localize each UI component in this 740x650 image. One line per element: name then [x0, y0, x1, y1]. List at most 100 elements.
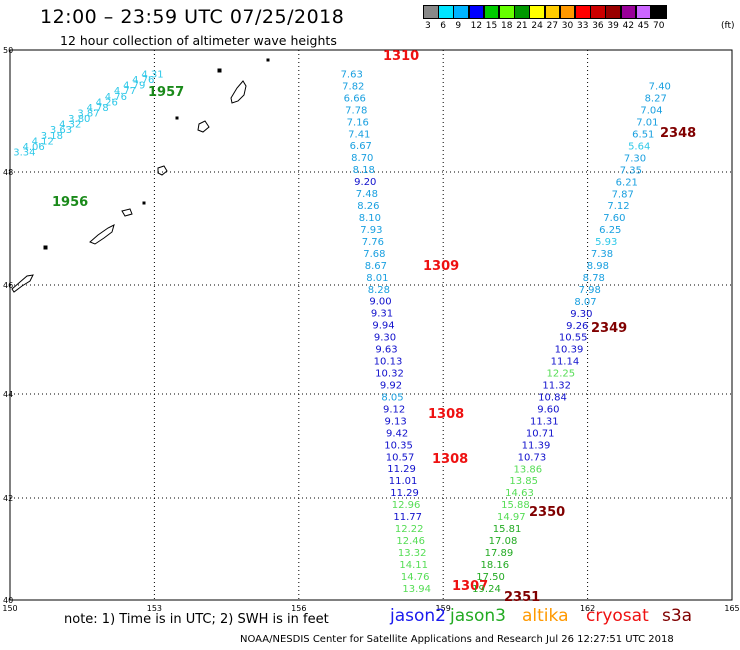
wave-height-value: 7.98 — [579, 285, 601, 296]
wave-height-value: 10.84 — [538, 393, 567, 404]
color-scale-label: 18 — [501, 21, 513, 31]
wave-height-value: 17.08 — [489, 536, 518, 547]
legend-s3a: s3a — [662, 606, 693, 626]
page-title: 12:00 – 23:59 UTC 07/25/2018 — [40, 6, 345, 28]
color-scale-label: 39 — [607, 21, 619, 31]
color-scale-label: 24 — [531, 21, 543, 31]
color-scale-label: 15 — [485, 21, 498, 31]
wave-height-value: 7.40 — [649, 82, 671, 93]
wave-height-value: 10.57 — [386, 452, 415, 463]
color-swatch — [438, 5, 454, 19]
wave-height-value: 4.79 — [123, 81, 145, 92]
wave-height-value: 4.06 — [22, 142, 44, 153]
pass-time-label: 1956 — [52, 195, 88, 210]
wave-height-value: 8.07 — [574, 297, 596, 308]
wave-height-value: 10.32 — [375, 369, 404, 380]
lat-tick-label: 40 — [3, 596, 13, 605]
wave-height-value: 4.76 — [105, 92, 127, 103]
color-swatch — [544, 5, 561, 19]
lon-tick-label: 165 — [724, 604, 739, 613]
legend-cryosat: cryosat — [586, 606, 649, 626]
color-scale-label: 70 — [653, 21, 665, 31]
islet-3 — [175, 116, 179, 120]
lat-tick-label: 46 — [3, 281, 13, 290]
pass-time-label: 2350 — [529, 505, 565, 520]
color-scale-label: 27 — [546, 21, 559, 31]
islet-4 — [43, 245, 48, 250]
middle-track: 7.637.826.667.787.167.416.678.708.189.20… — [341, 49, 489, 595]
wave-height-value: 12.22 — [395, 524, 424, 535]
color-scale-label: 30 — [561, 21, 574, 31]
island-6 — [121, 208, 133, 217]
wave-height-value: 14.63 — [505, 488, 534, 499]
wave-height-value: 3.80 — [68, 114, 90, 125]
wave-height-value: 8.98 — [587, 261, 609, 272]
wave-height-value: 14.76 — [401, 572, 430, 583]
wave-height-value: 10.35 — [384, 440, 413, 451]
island-2 — [197, 120, 210, 133]
wave-height-value: 13.86 — [513, 464, 542, 475]
color-swatch — [559, 5, 576, 19]
wave-height-value: 4.77 — [114, 86, 136, 97]
color-swatch — [620, 5, 637, 19]
wave-height-value: 8.27 — [645, 94, 667, 105]
wave-height-value: 9.60 — [537, 405, 559, 416]
wave-height-value: 6.25 — [599, 225, 621, 236]
wave-height-value: 9.92 — [380, 381, 402, 392]
west-track: 4.314.764.794.774.764.264.783.873.804.32… — [13, 70, 184, 211]
wave-height-value: 8.28 — [368, 285, 390, 296]
wave-height-value: 7.87 — [612, 189, 634, 200]
pass-time-label: 1308 — [432, 452, 468, 467]
color-swatch — [453, 5, 470, 19]
wave-height-value: 13.32 — [398, 548, 427, 559]
color-scale-label: 12 — [470, 21, 483, 31]
lon-tick-label: 153 — [147, 604, 162, 613]
wave-height-value: 17.50 — [476, 572, 505, 583]
pass-time-label: 2348 — [660, 126, 696, 141]
wave-height-value: 3.34 — [13, 148, 35, 159]
wave-height-value: 7.82 — [342, 81, 364, 92]
color-scale-label: 9 — [455, 21, 462, 31]
wave-height-value: 9.12 — [383, 404, 405, 415]
color-swatch — [483, 5, 500, 19]
wave-height-value: 8.78 — [583, 273, 605, 284]
islet-2 — [266, 58, 270, 62]
wave-height-value: 15.88 — [501, 500, 530, 511]
island-4 — [89, 224, 115, 245]
color-scale-label: 3 — [425, 21, 431, 31]
lon-tick-label: 159 — [436, 604, 451, 613]
wave-height-value: 10.39 — [555, 345, 584, 356]
color-swatch — [590, 5, 606, 19]
wave-height-value: 18.16 — [480, 560, 509, 571]
wave-height-value: 6.51 — [632, 130, 654, 141]
wave-height-value: 13.94 — [402, 584, 431, 595]
pass-time-label: 1309 — [423, 259, 459, 274]
wave-height-value: 7.48 — [356, 189, 378, 200]
wave-height-value: 4.78 — [86, 103, 108, 114]
wave-height-value: 19.24 — [472, 584, 501, 595]
wave-height-value: 8.26 — [357, 201, 379, 212]
legend-altika: altika — [522, 606, 569, 626]
wave-height-value: 11.14 — [551, 357, 580, 368]
wave-height-value: 8.67 — [365, 261, 387, 272]
wave-height-value: 6.21 — [616, 177, 638, 188]
wave-height-value: 11.39 — [522, 440, 551, 451]
wave-height-value: 12.46 — [396, 536, 425, 547]
wave-height-value: 3.18 — [41, 131, 63, 142]
pass-time-label: 2351 — [504, 590, 540, 605]
color-scale-label: 42 — [622, 21, 635, 31]
islet-5 — [142, 201, 146, 205]
wave-height-value: 4.32 — [59, 120, 81, 131]
wave-height-value: 7.30 — [624, 153, 646, 164]
wave-height-value: 8.01 — [366, 273, 388, 284]
pass-time-label: 1310 — [383, 49, 419, 64]
wave-height-value: 9.13 — [384, 416, 406, 427]
islet-1 — [217, 68, 222, 73]
wave-height-value: 7.78 — [345, 105, 367, 116]
wave-height-value: 4.12 — [32, 136, 54, 147]
wave-height-value: 4.26 — [96, 97, 118, 108]
wave-height-value: 5.93 — [595, 237, 617, 248]
wave-height-value: 11.32 — [542, 381, 571, 392]
page-subtitle: 12 hour collection of altimeter wave hei… — [60, 33, 337, 48]
